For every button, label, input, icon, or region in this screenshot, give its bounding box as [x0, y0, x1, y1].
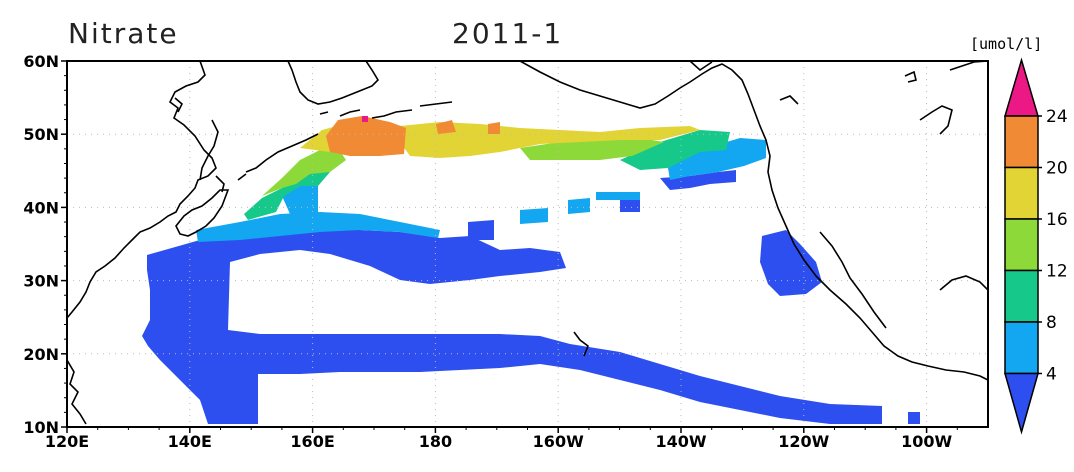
x-tick-label: 120E	[45, 432, 89, 451]
x-tick-label: 120W	[778, 432, 829, 451]
x-tick-label: 160W	[533, 432, 584, 451]
nitrate-region	[362, 116, 368, 122]
nitrate-region	[244, 172, 330, 220]
nitrate-region	[668, 138, 766, 180]
colorbar-segment	[1004, 372, 1039, 435]
nitrate-region	[436, 120, 456, 134]
colorbar-segment	[1004, 166, 1039, 220]
nitrate-region	[596, 192, 640, 200]
y-tick-label: 60N	[23, 52, 59, 71]
y-tick-label: 40N	[23, 198, 59, 217]
colorbar-segment	[1004, 115, 1039, 169]
y-tick-label: 30N	[23, 272, 59, 291]
nitrate-region	[908, 412, 920, 424]
y-tick-label: 10N	[23, 418, 59, 437]
nitrate-region	[400, 122, 700, 158]
colorbar-segment	[1004, 321, 1039, 375]
x-tick-label: 140E	[168, 432, 212, 451]
coastlines	[67, 61, 988, 425]
x-tick-label: 160E	[290, 432, 334, 451]
y-tick-label: 50N	[23, 125, 59, 144]
plot-area	[67, 61, 988, 427]
colorbar-tick-label: 20	[1046, 159, 1068, 179]
nitrate-region	[142, 228, 882, 424]
colorbar-segment	[1004, 218, 1039, 272]
grid-lines	[67, 61, 988, 427]
nitrate-region	[520, 208, 548, 224]
nitrate-region	[568, 198, 590, 214]
nitrate-region	[620, 130, 730, 170]
y-tick-label: 20N	[23, 345, 59, 364]
nitrate-region	[282, 186, 318, 214]
nitrate-region	[660, 170, 736, 190]
x-axis: 120E 140E 160E 180 160W 140W 120W 100W	[45, 427, 958, 451]
colorbar: 4 8 12 16 20 24	[1003, 57, 1068, 435]
colorbar-tick-label: 4	[1046, 365, 1057, 385]
x-tick-label: 140W	[655, 432, 706, 451]
nitrate-region	[488, 122, 500, 134]
colorbar-tick-label: 8	[1046, 313, 1057, 333]
nitrate-field	[142, 116, 920, 424]
colorbar-tick-label: 16	[1046, 210, 1068, 230]
map-title: Nitrate	[68, 17, 179, 50]
nitrate-region	[326, 116, 406, 156]
colorbar-tick-label: 24	[1046, 107, 1068, 127]
nitrate-region	[468, 220, 494, 240]
nitrate-region	[520, 138, 664, 160]
map-date: 2011-1	[452, 17, 563, 50]
colorbar-segment	[1003, 57, 1040, 117]
x-tick-label: 180	[419, 432, 452, 451]
x-tick-label: 100W	[901, 432, 952, 451]
colorbar-segment	[1004, 269, 1039, 323]
colorbar-tick-label: 12	[1046, 262, 1068, 282]
nitrate-region	[196, 212, 440, 242]
y-axis: 60N 50N 40N 30N 20N 10N	[23, 52, 67, 437]
units-label: [umol/l]	[970, 35, 1042, 53]
nitrate-region	[760, 230, 822, 296]
nitrate-region	[262, 148, 346, 196]
